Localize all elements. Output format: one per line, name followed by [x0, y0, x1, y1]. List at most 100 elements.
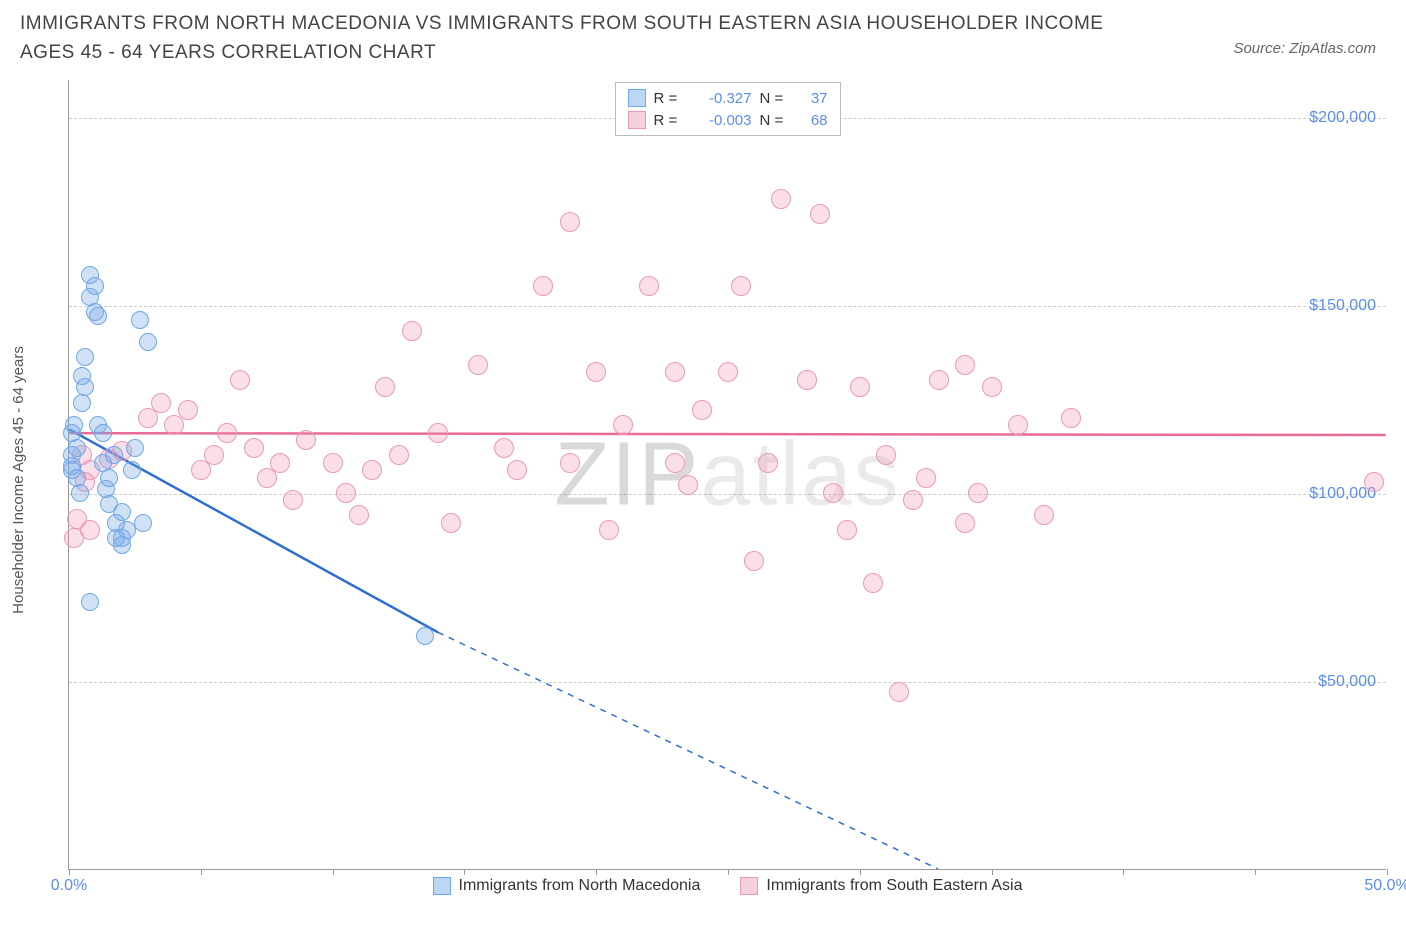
y-tick-label: $200,000 [1309, 109, 1376, 127]
data-point [850, 377, 870, 397]
data-point [823, 483, 843, 503]
legend-r-value-0: -0.327 [692, 90, 752, 107]
data-point [678, 475, 698, 495]
data-point [771, 189, 791, 209]
gridline-h [69, 682, 1386, 683]
y-tick-label: $50,000 [1318, 673, 1376, 691]
data-point [336, 483, 356, 503]
data-point [507, 460, 527, 480]
data-point [797, 370, 817, 390]
data-point [916, 468, 936, 488]
data-point [86, 277, 104, 295]
watermark: ZIPatlas [554, 423, 900, 526]
legend-n-label: N = [760, 90, 790, 107]
swatch-icon [433, 877, 451, 895]
data-point [955, 513, 975, 533]
data-point [692, 400, 712, 420]
legend-label-0: Immigrants from North Macedonia [459, 877, 701, 895]
data-point [744, 551, 764, 571]
legend-row-series-0: R = -0.327 N = 37 [628, 87, 828, 109]
data-point [362, 460, 382, 480]
data-point [731, 276, 751, 296]
x-tick [333, 869, 334, 875]
x-tick [1123, 869, 1124, 875]
legend-item-0: Immigrants from North Macedonia [433, 877, 701, 895]
data-point [1008, 415, 1028, 435]
legend-r-value-1: -0.003 [692, 112, 752, 129]
swatch-series-1 [628, 111, 646, 129]
data-point [178, 400, 198, 420]
watermark-dark: ZIP [554, 424, 700, 524]
data-point [560, 212, 580, 232]
data-point [718, 362, 738, 382]
data-point [968, 483, 988, 503]
data-point [270, 453, 290, 473]
y-axis-label: Householder Income Ages 45 - 64 years [10, 346, 27, 614]
legend-label-1: Immigrants from South Eastern Asia [766, 877, 1022, 895]
data-point [375, 377, 395, 397]
y-tick-label: $150,000 [1309, 297, 1376, 315]
data-point [100, 469, 118, 487]
data-point [134, 514, 152, 532]
data-point [139, 333, 157, 351]
data-point [349, 505, 369, 525]
data-point [758, 453, 778, 473]
legend-item-1: Immigrants from South Eastern Asia [740, 877, 1022, 895]
data-point [665, 362, 685, 382]
data-point [416, 627, 434, 645]
data-point [837, 520, 857, 540]
x-tick [860, 869, 861, 875]
data-point [126, 439, 144, 457]
data-point [982, 377, 1002, 397]
legend-correlation: R = -0.327 N = 37 R = -0.003 N = 68 [615, 82, 841, 136]
legend-n-value-0: 37 [798, 90, 828, 107]
x-tick-label: 0.0% [51, 877, 87, 895]
data-point [230, 370, 250, 390]
data-point [94, 424, 112, 442]
legend-n-label: N = [760, 112, 790, 129]
x-tick [201, 869, 202, 875]
data-point [296, 430, 316, 450]
data-point [76, 348, 94, 366]
x-tick [464, 869, 465, 875]
data-point [876, 445, 896, 465]
data-point [955, 355, 975, 375]
swatch-series-0 [628, 89, 646, 107]
data-point [494, 438, 514, 458]
data-point [613, 415, 633, 435]
data-point [204, 445, 224, 465]
data-point [68, 439, 86, 457]
plot-area: ZIPatlas R = -0.327 N = 37 R = -0.003 N … [68, 80, 1386, 870]
data-point [389, 445, 409, 465]
data-point [151, 393, 171, 413]
x-tick [69, 869, 70, 875]
gridline-h [69, 306, 1386, 307]
data-point [64, 528, 84, 548]
data-point [441, 513, 461, 533]
data-point [903, 490, 923, 510]
legend-n-value-1: 68 [798, 112, 828, 129]
x-tick [596, 869, 597, 875]
data-point [468, 355, 488, 375]
x-tick [728, 869, 729, 875]
data-point [863, 573, 883, 593]
data-point [599, 520, 619, 540]
data-point [639, 276, 659, 296]
data-point [810, 204, 830, 224]
chart-title: IMMIGRANTS FROM NORTH MACEDONIA VS IMMIG… [20, 10, 1120, 67]
data-point [113, 529, 131, 547]
swatch-icon [740, 877, 758, 895]
x-tick [992, 869, 993, 875]
gridline-h [69, 494, 1386, 495]
data-point [665, 453, 685, 473]
data-point [1061, 408, 1081, 428]
legend-r-label: R = [654, 90, 684, 107]
data-point [123, 461, 141, 479]
data-point [283, 490, 303, 510]
data-point [76, 378, 94, 396]
data-point [1364, 472, 1384, 492]
data-point [105, 446, 123, 464]
watermark-light: atlas [700, 424, 900, 524]
data-point [244, 438, 264, 458]
data-point [81, 593, 99, 611]
